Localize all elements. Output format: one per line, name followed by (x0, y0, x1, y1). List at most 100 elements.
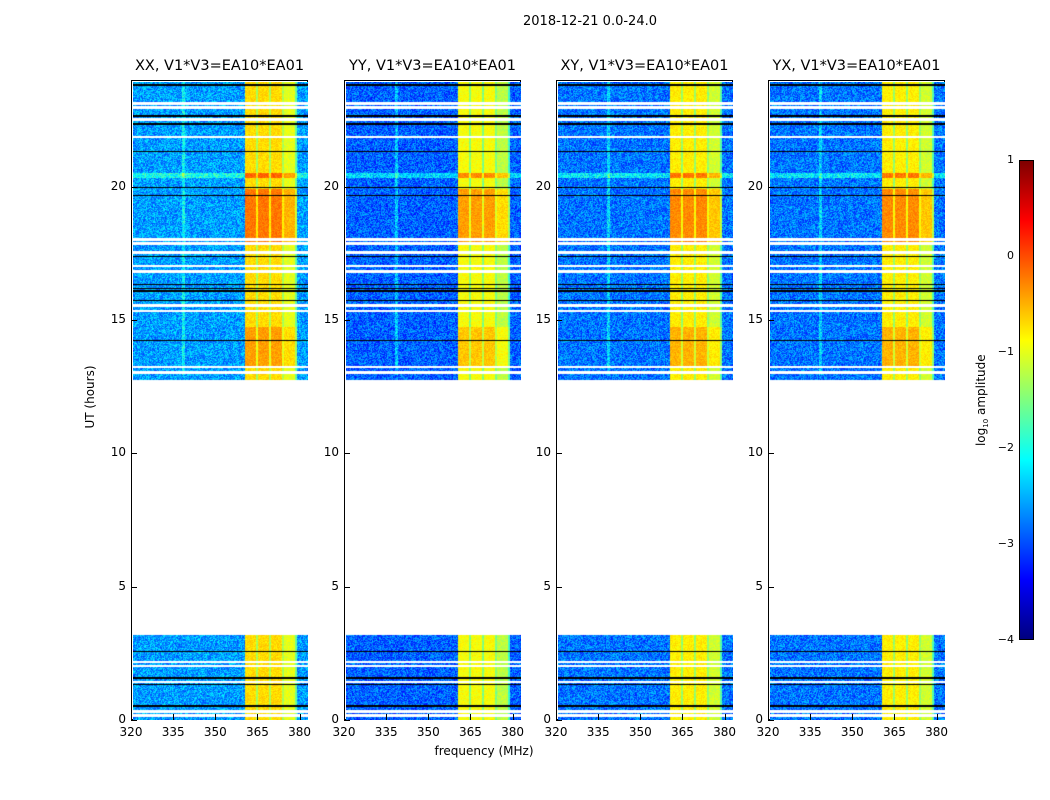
y-tick-mark (131, 320, 137, 321)
x-tick-mark (768, 714, 769, 720)
y-tick-label: 15 (110, 312, 126, 326)
x-tick-mark (810, 714, 812, 720)
x-tick-label: 350 (416, 725, 440, 739)
y-tick-label: 5 (118, 578, 126, 593)
y-tick-label: 20 (535, 178, 551, 193)
y-tick-mark (344, 186, 350, 188)
y-tick-mark (768, 453, 774, 455)
heatmap-image (133, 82, 308, 720)
plot-area (344, 80, 521, 720)
y-tick-mark (344, 586, 350, 588)
colorbar-tick-label: −3 (997, 537, 1014, 550)
y-tick-mark (344, 720, 350, 721)
x-tick-mark (682, 714, 684, 720)
y-tick-mark (556, 720, 562, 721)
y-tick-mark (768, 720, 774, 721)
y-tick-mark (344, 320, 350, 321)
x-tick-mark (724, 714, 726, 720)
x-tick-mark (386, 714, 388, 720)
x-tick-label: 335 (374, 725, 398, 739)
y-tick-label: 5 (331, 578, 339, 593)
y-tick-mark (768, 186, 774, 188)
spectrogram-panel: YX, V1*V3=EA10*EA01 320 335 350 365 380 0 5 10 15… (748, 58, 948, 739)
y-tick-label: 20 (747, 178, 763, 193)
y-tick-mark (344, 453, 350, 455)
y-tick-mark (768, 320, 774, 321)
panel-title: YY, V1*V3=EA10*EA01 (349, 58, 516, 74)
y-tick-mark (556, 586, 562, 588)
colorbar (1019, 160, 1034, 640)
x-tick-label: 380 (925, 725, 949, 739)
plot-area (131, 80, 308, 720)
x-tick-label: 335 (798, 725, 822, 739)
x-tick-mark (215, 714, 217, 720)
y-axis-label: UT (hours) (83, 365, 97, 429)
x-tick-mark (852, 714, 854, 720)
panel-title: XX, V1*V3=EA10*EA01 (134, 58, 305, 74)
x-tick-mark (131, 714, 132, 720)
y-tick-label: 10 (323, 445, 339, 460)
x-tick-label: 350 (628, 725, 652, 739)
x-tick-mark (936, 714, 938, 720)
plot-area (768, 80, 945, 720)
x-tick-mark (894, 714, 896, 720)
heatmap-image (770, 82, 945, 720)
spectrogram-panel: YY, V1*V3=EA10*EA01 320 335 350 365 380 0 5 10 15… (324, 58, 524, 739)
x-tick-label: 350 (840, 725, 864, 739)
x-tick-mark (556, 714, 557, 720)
colorbar-label: log10 amplitude (973, 354, 991, 447)
y-tick-mark (131, 586, 137, 588)
panel-title: YX, V1*V3=EA10*EA01 (772, 58, 941, 74)
heatmap-image (346, 82, 521, 720)
y-tick-label: 15 (747, 312, 763, 326)
y-tick-label: 15 (535, 312, 551, 326)
y-tick-label: 0 (118, 712, 126, 726)
y-tick-mark (131, 453, 137, 455)
x-tick-label: 380 (713, 725, 737, 739)
y-tick-label: 10 (747, 445, 763, 460)
x-tick-mark (512, 714, 514, 720)
x-tick-mark (428, 714, 430, 720)
colorbar-tick-label: −4 (997, 633, 1014, 646)
x-tick-mark (173, 714, 175, 720)
x-tick-mark (640, 714, 642, 720)
x-tick-label: 320 (119, 725, 143, 739)
x-tick-label: 350 (203, 725, 227, 739)
y-tick-label: 5 (543, 578, 551, 593)
spectrogram-panel: XY, V1*V3=EA10*EA01 320 335 350 365 380 0 5 10 15… (536, 58, 736, 739)
y-tick-mark (131, 720, 137, 721)
colorbar-tick-label: 0 (1007, 249, 1014, 262)
y-tick-label: 15 (323, 312, 339, 326)
colorbar-tick-label: −1 (997, 345, 1014, 358)
y-tick-mark (556, 186, 562, 188)
y-tick-mark (768, 586, 774, 588)
spectrogram-panel: XX, V1*V3=EA10*EA01 320 335 350 365 380 0 5 10 15… (111, 58, 311, 739)
y-tick-label: 20 (110, 178, 126, 193)
x-tick-label: 380 (288, 725, 312, 739)
x-tick-mark (257, 714, 259, 720)
y-tick-mark (556, 320, 562, 321)
panel-title: XY, V1*V3=EA10*EA01 (560, 58, 729, 74)
colorbar-tick-label: −2 (997, 441, 1014, 454)
y-tick-mark (131, 186, 137, 188)
x-axis-label: frequency (MHz) (434, 744, 534, 758)
x-tick-label: 320 (544, 725, 568, 739)
x-tick-mark (598, 714, 600, 720)
x-tick-label: 365 (458, 725, 482, 739)
x-tick-label: 320 (756, 725, 780, 739)
colorbar-tick-label: 1 (1007, 153, 1014, 166)
x-tick-label: 335 (161, 725, 185, 739)
y-tick-label: 20 (323, 178, 339, 193)
x-tick-label: 320 (332, 725, 356, 739)
x-tick-mark (344, 714, 345, 720)
y-tick-label: 0 (331, 712, 339, 726)
y-tick-mark (556, 453, 562, 455)
heatmap-image (558, 82, 733, 720)
plot-area (556, 80, 733, 720)
x-tick-label: 380 (501, 725, 525, 739)
y-tick-label: 10 (535, 445, 551, 460)
x-tick-mark (470, 714, 472, 720)
y-tick-label: 5 (755, 578, 763, 593)
x-tick-label: 365 (882, 725, 906, 739)
